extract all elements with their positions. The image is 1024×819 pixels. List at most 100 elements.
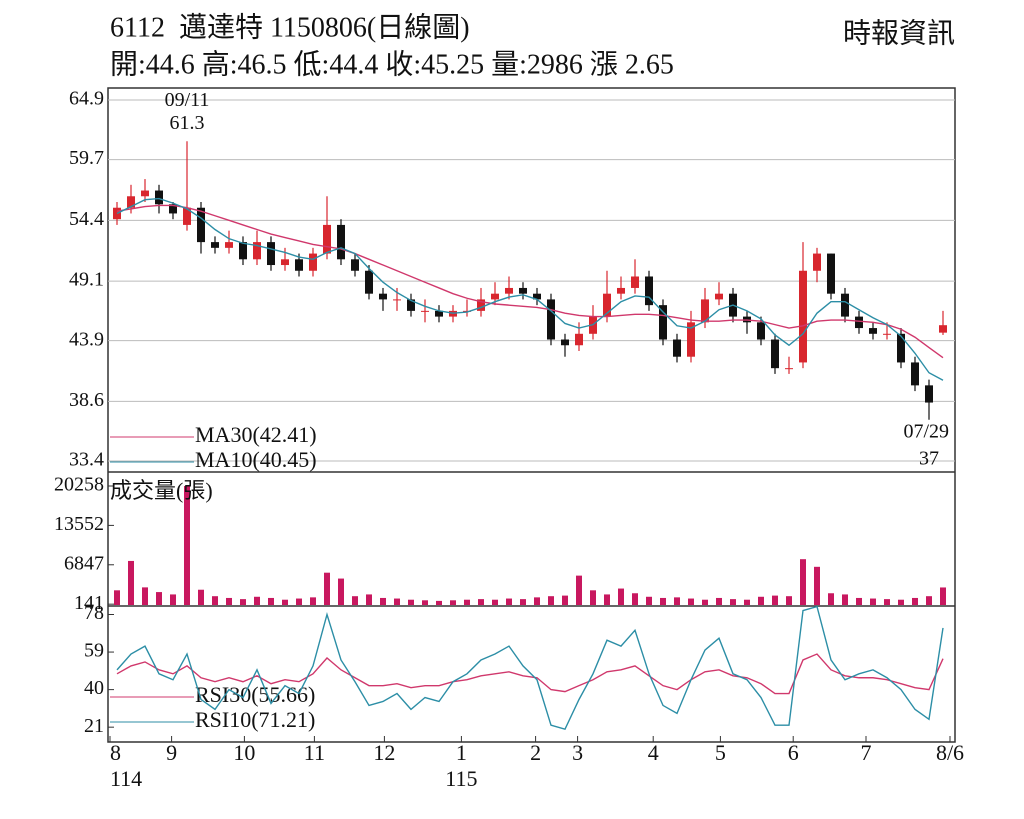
bar [870, 598, 876, 605]
candle-body [323, 224, 331, 254]
x-tick-label: 2 [530, 740, 541, 765]
candle-body [155, 190, 163, 205]
candle-body [435, 310, 443, 317]
bar [114, 590, 120, 605]
y-tick-label: 40 [84, 677, 104, 699]
bar [632, 593, 638, 605]
bar [576, 575, 582, 605]
bar [520, 599, 526, 605]
candle-body [141, 190, 149, 197]
candle-body [771, 339, 779, 369]
bar [828, 593, 834, 605]
candle-body [197, 207, 205, 243]
bar [128, 560, 134, 605]
y-tick-label: 59.7 [69, 147, 104, 169]
bar [646, 596, 652, 605]
candle-body [407, 299, 415, 311]
y-tick-label: 49.1 [69, 269, 104, 291]
bar [380, 597, 386, 605]
bar [492, 599, 498, 605]
y-tick-label: 64.9 [69, 88, 104, 110]
candle-body [281, 259, 289, 266]
bar [422, 600, 428, 605]
annotation-label: 07/29 [903, 420, 949, 442]
candle-body [533, 293, 541, 300]
candle-body [239, 242, 247, 260]
candle-body [267, 242, 275, 266]
bar [198, 589, 204, 605]
candle-body [715, 293, 723, 300]
y-tick-label: 21 [84, 715, 104, 737]
bar [226, 597, 232, 605]
candle-body [575, 333, 583, 346]
candle-body [841, 293, 849, 317]
source: 時報資訊 [843, 17, 955, 49]
candle-body [911, 362, 919, 386]
candle-body [631, 276, 639, 288]
bar [688, 598, 694, 605]
annotation-value: 37 [919, 447, 939, 469]
bar [338, 578, 344, 605]
legend-label: RSI30(55.66) [195, 682, 315, 707]
bar [254, 596, 260, 605]
bar [618, 588, 624, 605]
candle-body [491, 293, 499, 300]
candle-body [183, 207, 191, 225]
bar [590, 590, 596, 605]
candle-body [785, 368, 793, 370]
candle-body [799, 270, 807, 363]
candle-body [659, 305, 667, 340]
candle-body [617, 287, 625, 294]
candle-body [379, 293, 387, 300]
bar [352, 596, 358, 605]
bar [436, 600, 442, 605]
candle-body [365, 270, 373, 294]
y-tick-label: 54.4 [69, 208, 104, 230]
chart-subtitle: 成交量(張) [110, 478, 213, 503]
x-tick-label: 12 [373, 740, 395, 765]
annotation-value: 61.3 [170, 112, 205, 134]
bar [170, 594, 176, 605]
candle-body [309, 253, 317, 271]
bar [716, 597, 722, 605]
y-tick-label: 38.6 [69, 389, 104, 411]
bar [296, 598, 302, 605]
bar [408, 599, 414, 605]
bar [800, 559, 806, 605]
bar [240, 599, 246, 605]
candle-body [603, 293, 611, 317]
candle-body [113, 207, 121, 220]
quote: 開:44.6 高:46.5 低:44.4 收:45.25 量:2986 漲 2.… [110, 48, 674, 80]
bar [758, 596, 764, 605]
candle-body [337, 224, 345, 260]
bar [856, 597, 862, 605]
y-tick-label: 33.4 [69, 449, 104, 471]
candle-body [295, 259, 303, 271]
candle-body [827, 253, 835, 294]
candle-body [813, 253, 821, 271]
x-tick-label: 1 [456, 740, 467, 765]
y-tick-label: 43.9 [69, 328, 104, 350]
candle-body [645, 276, 653, 306]
bar [730, 599, 736, 605]
candle-body [477, 299, 485, 311]
candle-body [211, 242, 219, 248]
x-tick-label: 9 [166, 740, 177, 765]
chart-title: 6112 邁達特 1150806(日線圖) [110, 11, 470, 43]
x-tick-sublabel: 114 [110, 766, 142, 791]
series-line [116, 653, 944, 695]
bar [912, 597, 918, 605]
candle-body [925, 385, 933, 403]
candle-body [225, 242, 233, 248]
candle-body [855, 316, 863, 329]
bar [212, 596, 218, 605]
x-tick-label: 7 [861, 740, 872, 765]
bar [156, 592, 162, 605]
bar [940, 587, 946, 605]
bar [506, 598, 512, 605]
y-tick-label: 59 [84, 640, 104, 662]
bar [604, 594, 610, 605]
y-tick-label: 13552 [54, 513, 104, 535]
candle-body [351, 259, 359, 271]
